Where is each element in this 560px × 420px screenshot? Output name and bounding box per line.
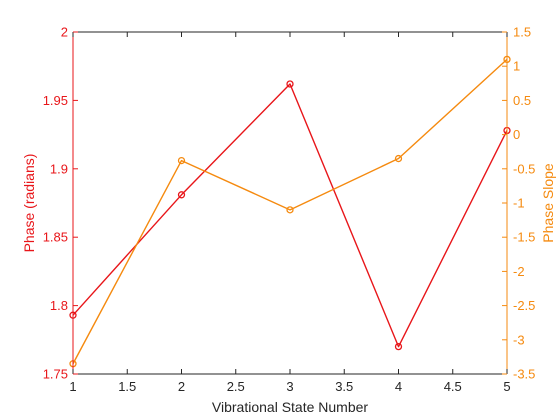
right-y-tick-label: 0.5: [513, 93, 531, 108]
data-point-left: [394, 342, 403, 351]
right-y-tick-label: -2.5: [513, 298, 535, 313]
left-y-tick-label: 1.75: [43, 367, 68, 382]
data-point-right: [177, 156, 186, 165]
right-y-tick-label: -2: [513, 264, 525, 279]
series-line-right: [72, 58, 508, 365]
right-y-tick-label: -3.5: [513, 367, 535, 382]
series-line-left: [72, 83, 508, 348]
x-tick-label: 3: [286, 379, 293, 394]
x-tick-label: 3.5: [335, 379, 353, 394]
plot-marks: [69, 55, 511, 368]
right-y-tick-label: -3: [513, 332, 525, 347]
x-tick-label: 4: [395, 379, 402, 394]
right-y-tick-label: 1: [513, 59, 520, 74]
left-y-axis-label: Phase (radians): [21, 154, 37, 253]
x-tick-label: 5: [503, 379, 510, 394]
x-tick-label: 1.5: [118, 379, 136, 394]
left-y-tick-label: 2: [61, 25, 68, 40]
left-y-tick-label: 1.85: [43, 230, 68, 245]
right-y-axis-label: Phase Slope: [540, 163, 556, 243]
x-axis-label: Vibrational State Number: [212, 399, 368, 415]
right-y-tick-label: -1: [513, 196, 525, 211]
x-tick-label: 2.5: [227, 379, 245, 394]
x-tick-label: 4.5: [444, 379, 462, 394]
x-tick-label: 2: [178, 379, 185, 394]
right-y-tick-label: 1.5: [513, 25, 531, 40]
right-y-tick-label: -1.5: [513, 230, 535, 245]
data-point-left: [177, 191, 186, 199]
left-y-tick-label: 1.95: [43, 93, 68, 108]
x-tick-label: 1: [69, 379, 76, 394]
right-y-tick-label: 0: [513, 127, 520, 142]
right-y-tick-label: -0.5: [513, 161, 535, 176]
left-y-tick-label: 1.9: [50, 161, 68, 176]
data-point-left: [286, 80, 294, 88]
chart-axes: 1 1.5 2 2.5 3 3.5 4 4.5 5 1.75 1.8 1.85 1.9 1.95 2 -3.5…: [43, 25, 536, 395]
left-y-tick-label: 1.8: [50, 298, 68, 313]
data-point-right: [286, 206, 294, 214]
data-point-right: [394, 154, 403, 163]
